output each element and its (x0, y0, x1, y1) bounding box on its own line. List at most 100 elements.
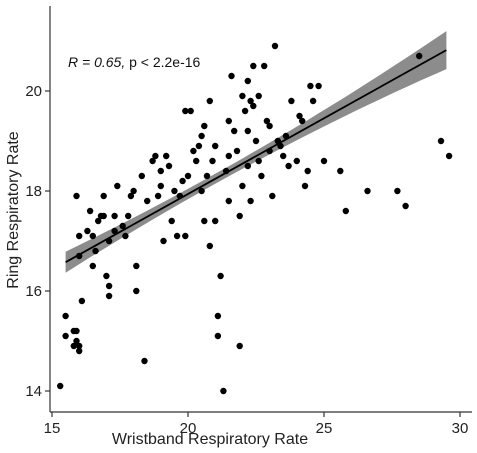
data-point (225, 152, 232, 160)
data-point (299, 117, 306, 125)
regression-line-layer (65, 49, 447, 263)
x-axis-title: Wristband Respiratory Rate (112, 431, 308, 448)
data-point (95, 217, 102, 225)
data-point (304, 167, 311, 175)
data-point (103, 272, 110, 280)
y-tick-label: 16 (25, 283, 42, 300)
data-point (244, 77, 251, 85)
data-point (160, 237, 167, 245)
correlation-p-text: p < 2.2e-16 (129, 54, 200, 70)
data-point (133, 262, 140, 270)
data-point (154, 192, 162, 200)
data-point (244, 162, 251, 170)
data-point (309, 97, 317, 105)
data-point (394, 187, 401, 195)
data-point (57, 382, 64, 390)
data-point (187, 107, 194, 115)
data-point (244, 127, 251, 135)
data-point (157, 182, 164, 190)
data-point (255, 157, 262, 165)
data-point (111, 212, 118, 220)
data-point (127, 192, 135, 200)
data-point (171, 187, 178, 195)
data-point (252, 137, 260, 145)
data-point (263, 117, 271, 125)
data-points (57, 42, 453, 395)
data-point (225, 117, 232, 125)
data-point (220, 387, 227, 395)
data-point (445, 152, 453, 160)
data-point (73, 337, 80, 345)
data-point (241, 107, 249, 115)
data-point (168, 217, 175, 225)
data-point (258, 172, 265, 180)
data-point (119, 222, 126, 230)
y-tick-label: 20 (25, 83, 42, 100)
data-point (247, 197, 254, 205)
data-point (76, 347, 83, 355)
data-point (182, 232, 189, 240)
data-point (315, 82, 322, 90)
data-point (144, 197, 151, 205)
data-point (89, 262, 97, 270)
data-point (261, 62, 268, 70)
data-point (288, 97, 295, 105)
data-point (239, 182, 246, 190)
data-point (307, 82, 314, 90)
data-point (271, 42, 279, 50)
data-point (86, 207, 94, 215)
data-point (198, 132, 205, 140)
data-point (214, 332, 222, 340)
data-point (206, 242, 213, 250)
y-tick-label: 18 (25, 183, 42, 200)
data-point (320, 157, 328, 165)
x-tick-label: 30 (452, 420, 469, 437)
data-point (149, 157, 156, 165)
data-point (201, 217, 208, 225)
data-point (92, 247, 99, 255)
data-point (165, 162, 173, 170)
data-point (70, 342, 78, 350)
data-point (157, 167, 164, 175)
data-point (100, 192, 107, 200)
data-point (105, 292, 113, 300)
x-tick-label: 15 (44, 420, 61, 437)
data-point (231, 127, 238, 135)
data-point (402, 202, 409, 210)
data-point (266, 122, 273, 130)
data-point (342, 207, 349, 215)
data-point (269, 192, 276, 200)
y-tick-label: 14 (25, 383, 42, 400)
data-point (105, 282, 113, 290)
data-point (301, 182, 309, 190)
data-point (250, 62, 257, 70)
data-point (285, 162, 292, 170)
data-point (212, 217, 219, 225)
data-point (206, 97, 213, 105)
data-point (122, 232, 129, 240)
data-point (62, 332, 69, 340)
y-axis-title: Ring Respiratory Rate (5, 131, 22, 289)
data-point (437, 137, 445, 145)
data-point (201, 122, 208, 130)
data-point (133, 287, 140, 295)
x-tick-label: 25 (316, 420, 333, 437)
data-point (138, 172, 145, 180)
confidence-band (65, 31, 447, 273)
data-point (233, 147, 241, 155)
data-point (255, 92, 262, 100)
data-point (217, 272, 224, 280)
data-point (152, 152, 159, 160)
data-point (239, 92, 246, 100)
data-point (225, 197, 232, 205)
data-point (247, 97, 254, 105)
data-point (73, 327, 80, 335)
data-point (190, 147, 197, 155)
data-point (84, 227, 91, 235)
data-point (184, 172, 192, 180)
data-point (364, 187, 371, 195)
data-point (89, 232, 97, 240)
data-point (179, 177, 186, 185)
data-point (236, 342, 243, 350)
